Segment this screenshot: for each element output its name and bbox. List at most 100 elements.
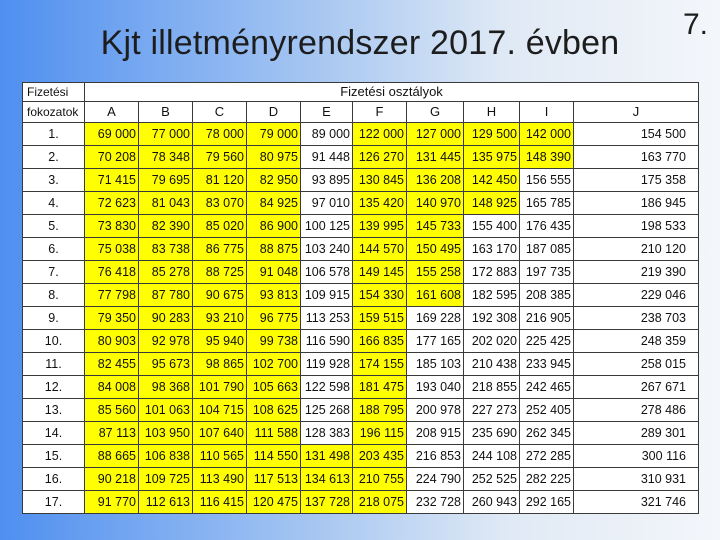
salary-cell: 197 735 [519,260,574,284]
salary-cell: 90 218 [84,467,139,491]
salary-cell: 127 000 [406,122,464,146]
salary-cell: 102 700 [246,352,301,376]
salary-cell: 136 208 [406,168,464,192]
table-row: 8. 77 798 87 780 90 675 93 813 109 915 154 330… [22,283,699,307]
salary-cell: 78 348 [138,145,193,169]
table-row: 15. 88 665 106 838 110 565 114 550 131 498 203… [22,444,699,468]
salary-cell: 192 308 [463,306,520,330]
salary-cell: 128 383 [300,421,353,445]
column-header: B [138,101,193,123]
salary-cell: 85 560 [84,398,139,422]
salary-cell: 125 268 [300,398,353,422]
salary-cell: 165 785 [519,191,574,215]
salary-cell: 218 855 [463,375,520,399]
table-row: 16. 90 218 109 725 113 490 117 513 134 613 210… [22,467,699,491]
salary-cell: 131 498 [300,444,353,468]
salary-cell: 140 970 [406,191,464,215]
salary-cell: 224 790 [406,467,464,491]
salary-cell: 262 345 [519,421,574,445]
salary-cell: 137 728 [300,490,353,514]
salary-cell: 101 063 [138,398,193,422]
salary-cell: 260 943 [463,490,520,514]
salary-cell: 122 598 [300,375,353,399]
salary-cell: 119 928 [300,352,353,376]
salary-cell: 95 940 [192,329,247,353]
column-header: C [192,101,247,123]
salary-cell: 154 330 [352,283,407,307]
salary-cell: 85 020 [192,214,247,238]
salary-cell: 106 838 [138,444,193,468]
table-row: 14. 87 113 103 950 107 640 111 588 128 383 196… [22,421,699,445]
salary-cell: 208 915 [406,421,464,445]
salary-cell: 89 000 [300,122,353,146]
salary-cell: 216 905 [519,306,574,330]
grade-cell: 15. [22,444,85,468]
salary-cell: 107 640 [192,421,247,445]
grade-cell: 11. [22,352,85,376]
column-header: F [352,101,407,123]
salary-cell: 84 008 [84,375,139,399]
salary-cell: 182 595 [463,283,520,307]
row-header-bottom: fokozatok [22,101,85,123]
salary-cell: 155 400 [463,214,520,238]
salary-cell: 98 865 [192,352,247,376]
grade-cell: 7. [22,260,85,284]
salary-cell: 203 435 [352,444,407,468]
salary-cell: 242 465 [519,375,574,399]
salary-cell: 79 695 [138,168,193,192]
table-row: 11. 82 455 95 673 98 865 102 700 119 928 174 1… [22,352,699,376]
salary-cell: 103 240 [300,237,353,261]
salary-cell: 79 560 [192,145,247,169]
grade-cell: 6. [22,237,85,261]
column-header: H [463,101,520,123]
salary-cell: 72 623 [84,191,139,215]
grade-cell: 5. [22,214,85,238]
salary-cell: 163 170 [463,237,520,261]
salary-cell: 88 875 [246,237,301,261]
salary-cell: 166 835 [352,329,407,353]
salary-cell: 248 359 [573,329,699,353]
salary-cell: 83 738 [138,237,193,261]
salary-cell: 116 590 [300,329,353,353]
salary-cell: 109 915 [300,283,353,307]
salary-cell: 172 883 [463,260,520,284]
column-group-header: Fizetési osztályok [84,82,699,102]
salary-cell: 186 945 [573,191,699,215]
salary-cell: 101 790 [192,375,247,399]
salary-cell: 81 043 [138,191,193,215]
salary-cell: 79 000 [246,122,301,146]
salary-cell: 126 270 [352,145,407,169]
salary-cell: 96 775 [246,306,301,330]
salary-cell: 103 950 [138,421,193,445]
salary-cell: 113 253 [300,306,353,330]
salary-cell: 163 770 [573,145,699,169]
salary-cell: 80 975 [246,145,301,169]
page-title: Kjt illetményrendszer 2017. évben [100,24,620,62]
salary-cell: 219 390 [573,260,699,284]
grade-cell: 14. [22,421,85,445]
table-row: 7. 76 418 85 278 88 725 91 048 106 578 149 145… [22,260,699,284]
salary-cell: 196 115 [352,421,407,445]
salary-cell: 188 795 [352,398,407,422]
salary-cell: 116 415 [192,490,247,514]
salary-cell: 145 733 [406,214,464,238]
salary-cell: 310 931 [573,467,699,491]
salary-cell: 69 000 [84,122,139,146]
grade-cell: 13. [22,398,85,422]
salary-cell: 130 845 [352,168,407,192]
salary-cell: 77 798 [84,283,139,307]
column-header: J [573,101,699,123]
table-row: 9. 79 350 90 283 93 210 96 775 113 253 159 515… [22,306,699,330]
salary-cell: 88 665 [84,444,139,468]
salary-cell: 210 438 [463,352,520,376]
salary-cell: 77 000 [138,122,193,146]
salary-cell: 267 671 [573,375,699,399]
salary-cell: 82 390 [138,214,193,238]
salary-cell: 134 613 [300,467,353,491]
salary-cell: 292 165 [519,490,574,514]
column-header: G [406,101,464,123]
salary-cell: 86 900 [246,214,301,238]
salary-cell: 175 358 [573,168,699,192]
salary-cell: 75 038 [84,237,139,261]
salary-cell: 76 418 [84,260,139,284]
